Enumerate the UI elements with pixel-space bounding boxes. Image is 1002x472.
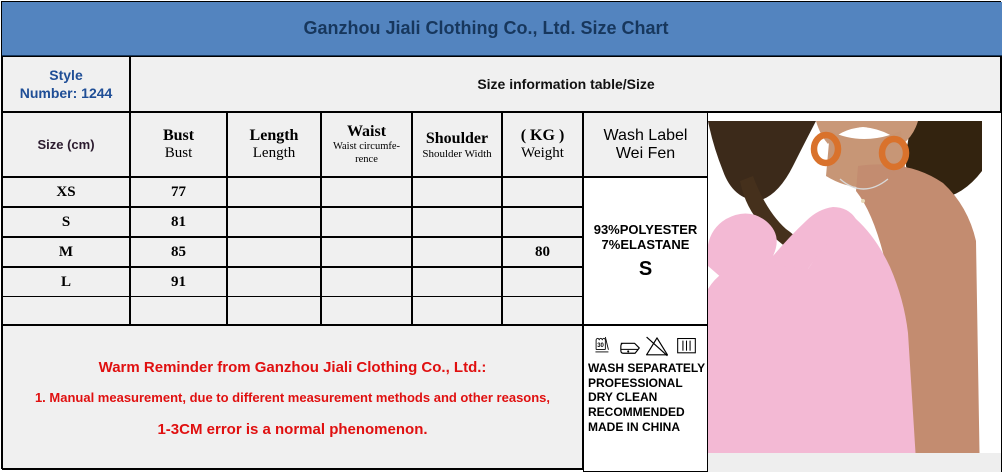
svg-text:30: 30 bbox=[597, 343, 604, 349]
